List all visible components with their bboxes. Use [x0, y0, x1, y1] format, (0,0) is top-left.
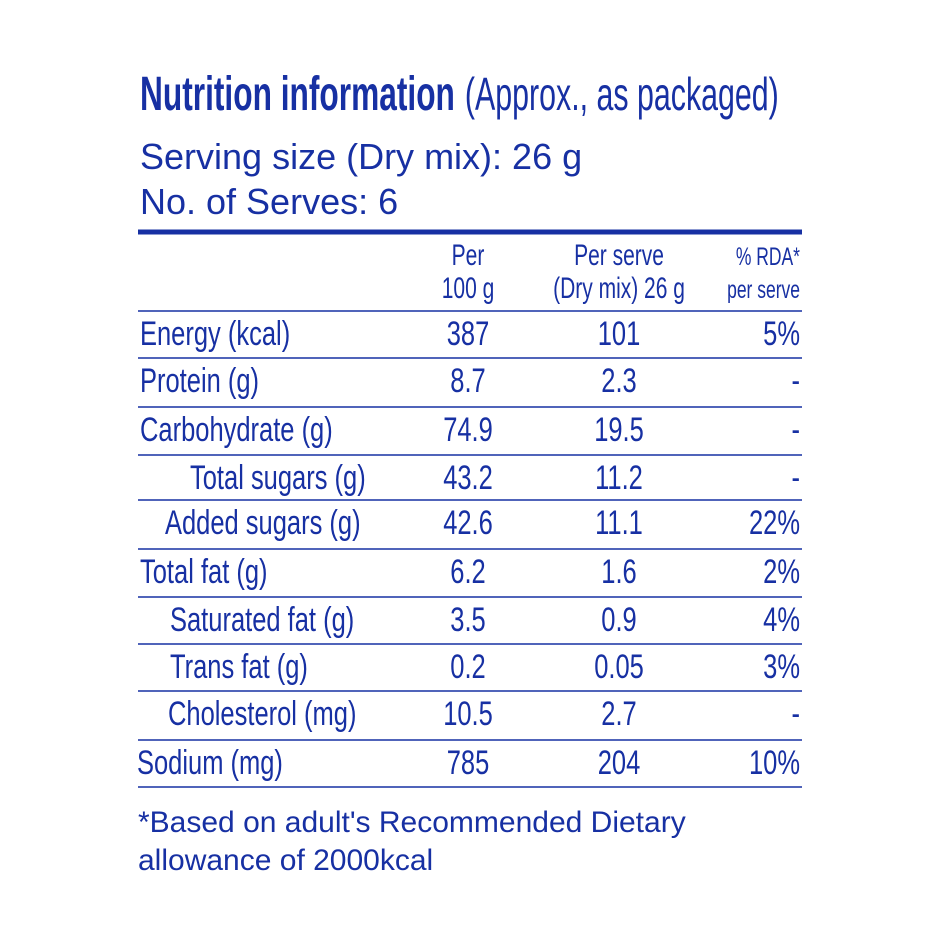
row-value: 3%: [763, 649, 800, 686]
subtitle: (Approx., as packaged): [465, 70, 779, 121]
row-value: 74.9: [443, 412, 493, 449]
column-header: 100 g: [442, 273, 495, 305]
column-header: % RDA*: [736, 242, 801, 271]
row-value: -: [792, 696, 800, 733]
row-value: -: [792, 412, 800, 449]
row-value: 10.5: [443, 696, 493, 733]
row-value: 11.1: [595, 505, 643, 542]
row-label: Sodium (mg): [137, 745, 283, 782]
row-value: 387: [447, 316, 490, 353]
row-value: 101: [598, 316, 641, 353]
row-value: 3.5: [450, 602, 485, 639]
row-value: 0.9: [601, 602, 636, 639]
row-value: 204: [598, 745, 641, 782]
row-label: Cholesterol (mg): [168, 696, 356, 733]
row-value: 43.2: [443, 460, 493, 497]
row-value: 785: [447, 745, 490, 782]
column-header: Per serve: [574, 240, 664, 272]
row-value: 6.2: [450, 554, 485, 591]
row-value: 2.7: [601, 696, 636, 733]
column-header: Per: [452, 240, 485, 272]
row-value: 11.2: [595, 460, 643, 497]
column-header: per serve: [727, 275, 800, 304]
row-value: -: [792, 460, 800, 497]
row-value: 8.7: [450, 363, 485, 400]
row-value: 42.6: [443, 505, 493, 542]
row-value: 4%: [763, 602, 800, 639]
row-value: 2%: [763, 554, 800, 591]
row-label: Trans fat (g): [170, 649, 308, 686]
row-value: 0.2: [450, 649, 485, 686]
serving-size: Serving size (Dry mix): 26 g: [140, 136, 582, 177]
column-header: (Dry mix) 26 g: [553, 273, 685, 305]
row-label: Energy (kcal): [140, 316, 290, 353]
row-value: -: [792, 363, 800, 400]
footnote: *Based on adult's Recommended Dietary: [138, 806, 686, 839]
row-value: 2.3: [601, 363, 636, 400]
row-value: 0.05: [594, 649, 644, 686]
row-value: 19.5: [594, 412, 644, 449]
footnote: allowance of 2000kcal: [138, 844, 433, 877]
row-label: Saturated fat (g): [170, 602, 354, 639]
row-label: Protein (g): [140, 363, 259, 400]
title: Nutrition information: [140, 66, 455, 120]
row-value: 1.6: [601, 554, 636, 591]
row-label: Total fat (g): [140, 554, 268, 591]
row-label: Total sugars (g): [190, 460, 366, 497]
row-value: 22%: [749, 505, 800, 542]
serves: No. of Serves: 6: [140, 181, 398, 222]
row-label: Carbohydrate (g): [140, 412, 333, 449]
row-value: 10%: [749, 745, 800, 782]
row-label: Added sugars (g): [165, 505, 361, 542]
row-value: 5%: [763, 316, 800, 353]
